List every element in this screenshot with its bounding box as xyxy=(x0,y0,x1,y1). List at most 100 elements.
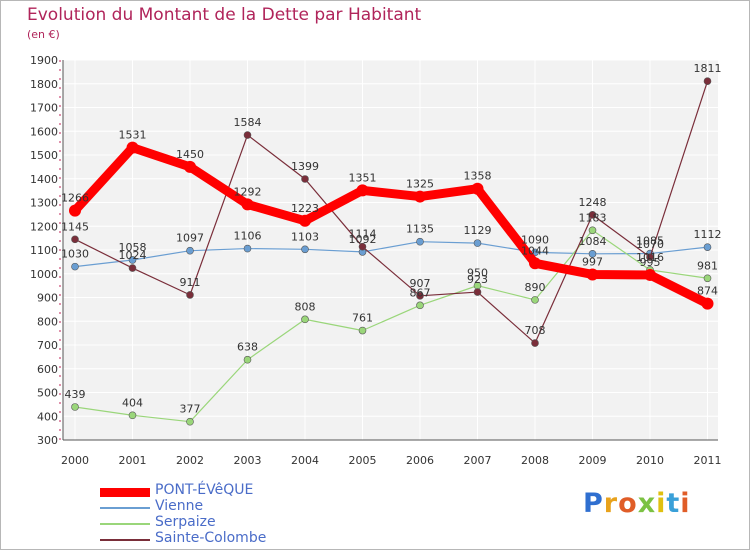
data-label: 1084 xyxy=(579,235,607,248)
data-label: 1129 xyxy=(464,224,492,237)
y-tick-label: 1200 xyxy=(30,220,58,233)
y-tick-label: 1900 xyxy=(30,54,58,67)
data-label: 1106 xyxy=(234,230,262,243)
x-tick-label: 2001 xyxy=(119,454,147,467)
x-tick-label: 2009 xyxy=(579,454,607,467)
data-point xyxy=(416,237,424,246)
data-point xyxy=(358,242,367,251)
y-tick-label: 1600 xyxy=(30,125,58,138)
y-tick-label: 1700 xyxy=(30,102,58,115)
data-point xyxy=(243,131,252,139)
data-label: 1399 xyxy=(291,160,319,173)
data-point xyxy=(473,239,482,247)
x-tick-label: 2010 xyxy=(636,454,664,467)
x-tick-label: 2003 xyxy=(234,454,262,467)
data-label: 1097 xyxy=(176,232,204,245)
data-label: 950 xyxy=(467,267,488,280)
data-label: 377 xyxy=(180,403,201,416)
data-label: 911 xyxy=(180,276,201,289)
logo-letter: t xyxy=(666,488,681,519)
series-line xyxy=(74,229,709,423)
data-point xyxy=(588,226,597,235)
data-point xyxy=(416,301,424,310)
logo-letter: o xyxy=(618,488,638,519)
data-label: 981 xyxy=(697,259,718,272)
data-label: 708 xyxy=(525,324,546,337)
data-label: 890 xyxy=(525,281,546,294)
data-point xyxy=(703,243,712,251)
data-label: 1266 xyxy=(61,192,89,205)
data-point xyxy=(301,175,309,183)
x-tick-label: 2008 xyxy=(521,454,549,467)
data-point xyxy=(301,315,309,324)
logo-letter: i xyxy=(680,488,691,519)
legend-swatch xyxy=(100,539,150,541)
data-label: 874 xyxy=(697,285,718,298)
data-label: 1292 xyxy=(234,185,262,198)
data-label: 1325 xyxy=(406,178,434,191)
logo-letter: i xyxy=(656,488,667,519)
data-point xyxy=(701,297,714,310)
data-point xyxy=(586,268,599,281)
data-point xyxy=(588,211,597,219)
data-point xyxy=(301,245,309,254)
y-tick-label: 1500 xyxy=(30,149,58,162)
data-point xyxy=(128,411,137,420)
data-label: 1044 xyxy=(521,244,549,257)
legend-swatch xyxy=(100,487,150,497)
data-point xyxy=(703,274,712,283)
y-tick-label: 1800 xyxy=(30,78,58,91)
proxiti-logo: Proxiti xyxy=(583,488,691,519)
data-point xyxy=(416,292,424,300)
y-tick-label: 300 xyxy=(37,434,58,447)
data-label: 867 xyxy=(410,286,431,299)
x-tick-label: 2004 xyxy=(291,454,319,467)
data-point xyxy=(71,403,79,411)
x-tick-label: 2000 xyxy=(61,454,89,467)
data-point xyxy=(531,339,539,347)
data-label: 439 xyxy=(65,388,86,401)
data-point xyxy=(186,246,194,255)
data-label: 923 xyxy=(467,273,488,286)
data-point xyxy=(414,190,426,203)
data-label: 1223 xyxy=(291,202,319,215)
data-point xyxy=(588,250,597,258)
data-label: 907 xyxy=(410,277,431,290)
data-label: 1024 xyxy=(119,249,147,262)
data-label: 404 xyxy=(122,396,143,409)
data-point xyxy=(69,204,81,217)
legend-swatch xyxy=(100,507,150,509)
y-tick-label: 900 xyxy=(37,292,58,305)
data-point xyxy=(128,256,137,264)
data-label: 1248 xyxy=(579,196,607,209)
y-tick-label: 1000 xyxy=(30,268,58,281)
data-point xyxy=(644,268,656,281)
logo-letter: x xyxy=(637,488,657,519)
data-label: 1351 xyxy=(349,171,377,184)
data-point xyxy=(128,264,137,272)
legend-swatch xyxy=(100,523,150,525)
data-label: 638 xyxy=(237,341,258,354)
data-point xyxy=(243,355,252,364)
data-label: 1145 xyxy=(61,220,89,233)
data-label: 1135 xyxy=(406,223,434,236)
data-point xyxy=(703,77,712,85)
data-label: 1103 xyxy=(291,230,319,243)
y-tick-label: 1100 xyxy=(30,244,58,257)
data-point xyxy=(531,296,539,304)
legend-label: PONT-ÉVêQUE xyxy=(155,482,254,498)
data-label: 1070 xyxy=(636,238,664,251)
data-point xyxy=(71,235,79,244)
x-tick-label: 2002 xyxy=(176,454,204,467)
data-point xyxy=(186,291,194,299)
logo-letter: P xyxy=(583,488,604,519)
x-tick-label: 2007 xyxy=(464,454,492,467)
data-label: 1450 xyxy=(176,148,204,161)
data-point xyxy=(241,198,254,211)
y-tick-label: 800 xyxy=(37,315,58,328)
data-point xyxy=(358,326,367,335)
x-tick-label: 2011 xyxy=(694,454,722,467)
data-point xyxy=(356,184,369,197)
data-label: 1058 xyxy=(119,241,147,254)
data-label: 995 xyxy=(640,256,661,269)
